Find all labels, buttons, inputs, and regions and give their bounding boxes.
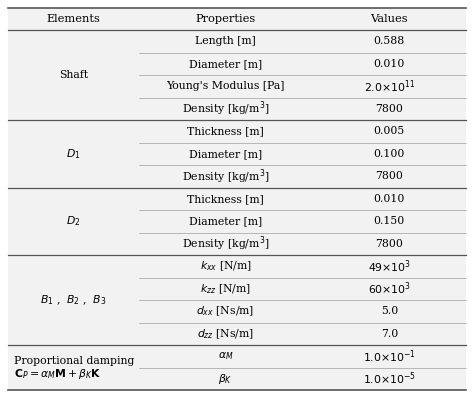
Text: $k_{zz}$ [N/m]: $k_{zz}$ [N/m] xyxy=(200,282,251,296)
Text: Length [m]: Length [m] xyxy=(195,36,256,46)
Text: Elements: Elements xyxy=(46,14,100,24)
Text: $d_{zz}$ [Ns/m]: $d_{zz}$ [Ns/m] xyxy=(197,327,254,341)
Text: Thickness [m]: Thickness [m] xyxy=(187,194,264,204)
Text: Proportional damping: Proportional damping xyxy=(14,356,134,366)
Text: Diameter [m]: Diameter [m] xyxy=(189,149,262,159)
Text: Thickness [m]: Thickness [m] xyxy=(187,126,264,136)
Text: $D_2$: $D_2$ xyxy=(66,215,81,228)
Text: 7.0: 7.0 xyxy=(381,329,398,339)
Text: Density [kg/m$^3$]: Density [kg/m$^3$] xyxy=(182,167,269,185)
Text: 0.010: 0.010 xyxy=(374,59,405,69)
Text: 0.150: 0.150 xyxy=(374,216,405,226)
Text: 7800: 7800 xyxy=(375,171,403,181)
Text: $\alpha_M$: $\alpha_M$ xyxy=(218,350,233,362)
Text: 0.010: 0.010 xyxy=(374,194,405,204)
Text: Diameter [m]: Diameter [m] xyxy=(189,59,262,69)
Text: Diameter [m]: Diameter [m] xyxy=(189,216,262,226)
Text: $d_{xx}$ [Ns/m]: $d_{xx}$ [Ns/m] xyxy=(196,304,255,318)
Text: 0.005: 0.005 xyxy=(374,126,405,136)
Text: $2.0{\times}10^{11}$: $2.0{\times}10^{11}$ xyxy=(364,78,415,95)
Text: Density [kg/m$^3$]: Density [kg/m$^3$] xyxy=(182,100,269,118)
Text: 0.100: 0.100 xyxy=(374,149,405,159)
Text: Shaft: Shaft xyxy=(59,70,88,80)
Text: $1.0{\times}10^{-1}$: $1.0{\times}10^{-1}$ xyxy=(363,348,416,365)
Text: $\mathbf{C}_P = \alpha_M \mathbf{M} + \beta_K \mathbf{K}$: $\mathbf{C}_P = \alpha_M \mathbf{M} + \b… xyxy=(14,367,101,381)
Text: 7800: 7800 xyxy=(375,104,403,114)
Text: 0.588: 0.588 xyxy=(374,36,405,46)
Text: Young's Modulus [Pa]: Young's Modulus [Pa] xyxy=(166,81,285,91)
Text: $k_{xx}$ [N/m]: $k_{xx}$ [N/m] xyxy=(200,259,252,273)
Text: $60{\times}10^{3}$: $60{\times}10^{3}$ xyxy=(368,281,411,297)
Text: Properties: Properties xyxy=(195,14,255,24)
Text: Values: Values xyxy=(371,14,408,24)
Text: $1.0{\times}10^{-5}$: $1.0{\times}10^{-5}$ xyxy=(363,371,416,387)
Text: $49{\times}10^{3}$: $49{\times}10^{3}$ xyxy=(368,258,411,275)
Text: $B_1$ ,  $B_2$ ,  $B_3$: $B_1$ , $B_2$ , $B_3$ xyxy=(40,293,107,307)
Text: Density [kg/m$^3$]: Density [kg/m$^3$] xyxy=(182,234,269,253)
Text: 7800: 7800 xyxy=(375,239,403,249)
Text: $\beta_K$: $\beta_K$ xyxy=(219,372,233,386)
Text: 5.0: 5.0 xyxy=(381,306,398,316)
Text: $D_1$: $D_1$ xyxy=(66,147,81,161)
